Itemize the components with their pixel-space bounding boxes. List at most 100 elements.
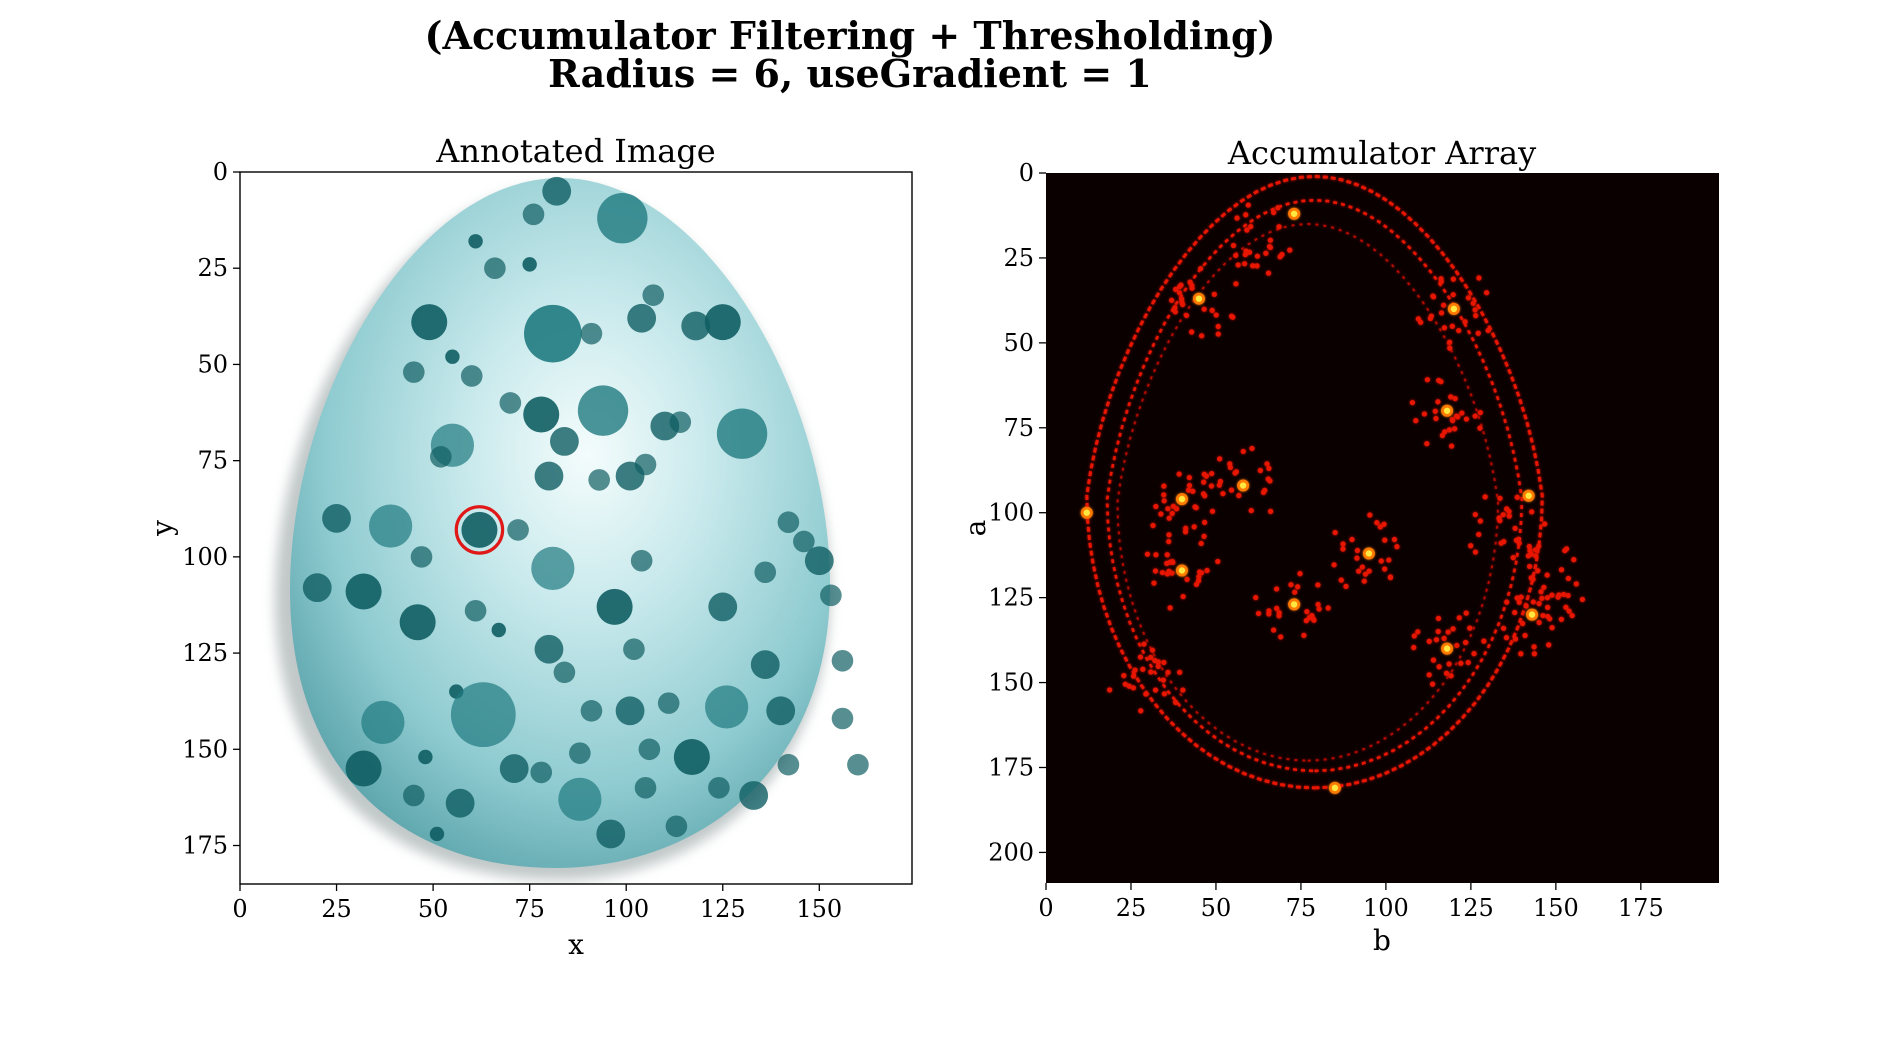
accumulator-dot bbox=[1209, 508, 1216, 514]
accumulator-dot bbox=[1173, 699, 1179, 706]
accumulator-dot bbox=[1391, 536, 1398, 543]
accumulator-dot bbox=[1292, 589, 1298, 595]
accumulator-dot bbox=[1426, 638, 1432, 644]
accumulator-dot bbox=[1151, 580, 1157, 586]
accumulator-dot bbox=[1458, 660, 1464, 666]
accumulator-dot bbox=[1518, 651, 1524, 657]
accumulator-dot bbox=[1254, 253, 1261, 259]
left-y-tick-label: 175 bbox=[182, 832, 228, 860]
egg-spot bbox=[507, 519, 529, 541]
accumulator-dot bbox=[1176, 471, 1182, 477]
accumulator-dot bbox=[1500, 625, 1507, 631]
accumulator-dot bbox=[1536, 601, 1542, 607]
accumulator-dot bbox=[1532, 547, 1539, 553]
accumulator-dot bbox=[1472, 511, 1478, 518]
accumulator-dot bbox=[1152, 687, 1159, 693]
egg-spot bbox=[634, 776, 657, 799]
accumulator-dot bbox=[1148, 669, 1154, 675]
accumulator-hot-spot bbox=[1195, 295, 1203, 302]
accumulator-dot bbox=[1233, 281, 1239, 287]
egg-spot bbox=[461, 511, 498, 548]
accumulator-dot bbox=[1539, 595, 1545, 601]
accumulator-dot bbox=[1433, 637, 1440, 643]
egg-spot bbox=[588, 469, 610, 491]
accumulator-dot bbox=[1471, 651, 1477, 657]
accumulator-dot bbox=[1386, 557, 1392, 563]
accumulator-dot bbox=[1236, 492, 1242, 499]
accumulator-dot bbox=[1533, 553, 1539, 559]
annotated-image-plot: 0 25 50 75 100 125 150 0 25 50 75 100 125 150 175 bbox=[182, 158, 913, 923]
accumulator-dot bbox=[1378, 558, 1384, 564]
accumulator-dot bbox=[1169, 570, 1175, 576]
accumulator-dot bbox=[1497, 518, 1503, 524]
egg-spot bbox=[450, 682, 516, 748]
accumulator-hot-spot bbox=[1331, 784, 1339, 792]
accumulator-dot bbox=[1454, 642, 1460, 649]
accumulator-dot bbox=[1448, 673, 1454, 679]
accumulator-dots bbox=[1107, 202, 1586, 714]
egg-shape bbox=[290, 178, 830, 868]
accumulator-dot bbox=[1264, 461, 1270, 467]
detected-circle bbox=[454, 505, 505, 555]
accumulator-dot bbox=[1354, 555, 1360, 561]
accumulator-dot bbox=[1228, 487, 1235, 493]
accumulator-dot bbox=[1558, 616, 1564, 622]
accumulator-dot bbox=[1122, 681, 1128, 687]
accumulator-dot bbox=[1201, 471, 1207, 477]
left-y-tick-label: 0 bbox=[213, 158, 228, 186]
right-x-axis-label: b bbox=[1373, 924, 1391, 957]
right-y-tick-label: 125 bbox=[988, 584, 1034, 612]
accumulator-dot bbox=[1544, 595, 1551, 601]
accumulator-dot bbox=[1165, 669, 1171, 675]
egg-spot bbox=[804, 546, 834, 576]
accumulator-hot-spot bbox=[1365, 550, 1373, 557]
egg-spot bbox=[580, 700, 603, 722]
accumulator-dot bbox=[1215, 558, 1221, 565]
egg-spot bbox=[597, 192, 648, 244]
accumulator-dot bbox=[1140, 666, 1146, 672]
accumulator-dot bbox=[1535, 568, 1541, 574]
accumulator-dot bbox=[1545, 604, 1551, 610]
egg-spot bbox=[665, 815, 688, 838]
accumulator-dot bbox=[1144, 551, 1151, 557]
accumulator-dot bbox=[1215, 323, 1221, 330]
accumulator-dot bbox=[1177, 669, 1183, 675]
right-y-tick-label: 200 bbox=[988, 838, 1034, 866]
accumulator-dot bbox=[1325, 605, 1331, 611]
accumulator-dot bbox=[1549, 625, 1555, 631]
left-y-tick-label: 100 bbox=[182, 543, 228, 571]
accumulator-dot bbox=[1527, 563, 1533, 570]
accumulator-hot-spot bbox=[1083, 509, 1090, 516]
accumulator-dot bbox=[1250, 263, 1256, 269]
accumulator-dot bbox=[1143, 691, 1149, 697]
accumulator-dot bbox=[1463, 416, 1470, 422]
egg-spot bbox=[534, 634, 564, 664]
accumulator-dot bbox=[1189, 329, 1195, 335]
egg-spot bbox=[623, 638, 645, 661]
accumulator-dot bbox=[1449, 416, 1455, 423]
egg-spot bbox=[577, 385, 629, 436]
left-y-tick-label: 75 bbox=[197, 447, 228, 475]
left-x-axis-label: x bbox=[568, 928, 584, 961]
accumulator-dot bbox=[1441, 635, 1447, 641]
accumulator-dot bbox=[1430, 293, 1436, 299]
accumulator-dot bbox=[1149, 647, 1156, 653]
accumulator-dot bbox=[1512, 525, 1518, 531]
egg-spot bbox=[430, 446, 452, 468]
accumulator-hot-spot bbox=[1239, 482, 1247, 489]
right-panel-title: Accumulator Array bbox=[1227, 134, 1536, 172]
accumulator-dot bbox=[1150, 522, 1156, 529]
accumulator-dot bbox=[1436, 664, 1442, 670]
accumulator-dot bbox=[1304, 609, 1310, 615]
right-y-tick-label: 25 bbox=[1003, 244, 1034, 272]
accumulator-dot bbox=[1288, 582, 1294, 588]
accumulator-dot bbox=[1563, 604, 1569, 610]
accumulator-dot bbox=[1233, 252, 1239, 259]
accumulator-dot bbox=[1209, 470, 1215, 477]
accumulator-dot bbox=[1366, 568, 1372, 574]
left-panel-title: Annotated Image bbox=[435, 132, 715, 170]
accumulator-dot bbox=[1262, 487, 1268, 493]
accumulator-dot bbox=[1183, 525, 1189, 531]
accumulator-dot bbox=[1193, 505, 1199, 511]
accumulator-dot bbox=[1477, 409, 1483, 416]
